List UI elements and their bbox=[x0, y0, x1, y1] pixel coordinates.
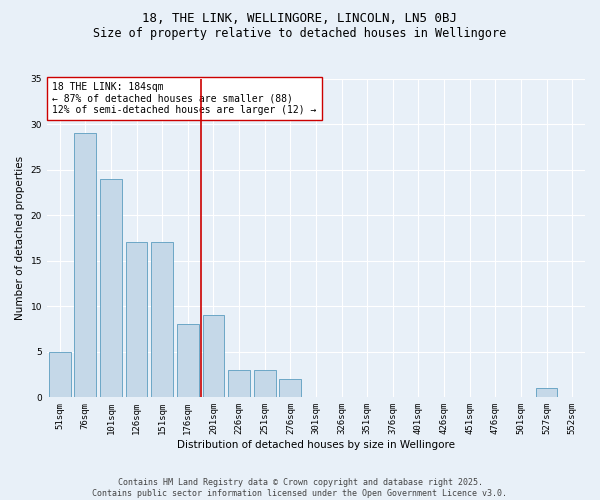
Text: Size of property relative to detached houses in Wellingore: Size of property relative to detached ho… bbox=[94, 28, 506, 40]
Bar bbox=[100, 178, 122, 398]
Bar bbox=[74, 133, 96, 398]
Bar bbox=[126, 242, 148, 398]
Bar bbox=[280, 379, 301, 398]
Bar bbox=[254, 370, 275, 398]
Text: 18 THE LINK: 184sqm
← 87% of detached houses are smaller (88)
12% of semi-detach: 18 THE LINK: 184sqm ← 87% of detached ho… bbox=[52, 82, 317, 115]
Bar bbox=[228, 370, 250, 398]
Bar bbox=[49, 352, 71, 398]
Text: 18, THE LINK, WELLINGORE, LINCOLN, LN5 0BJ: 18, THE LINK, WELLINGORE, LINCOLN, LN5 0… bbox=[143, 12, 458, 26]
Bar bbox=[177, 324, 199, 398]
Bar bbox=[203, 316, 224, 398]
Bar bbox=[536, 388, 557, 398]
Text: Contains HM Land Registry data © Crown copyright and database right 2025.
Contai: Contains HM Land Registry data © Crown c… bbox=[92, 478, 508, 498]
X-axis label: Distribution of detached houses by size in Wellingore: Distribution of detached houses by size … bbox=[177, 440, 455, 450]
Bar bbox=[151, 242, 173, 398]
Y-axis label: Number of detached properties: Number of detached properties bbox=[15, 156, 25, 320]
